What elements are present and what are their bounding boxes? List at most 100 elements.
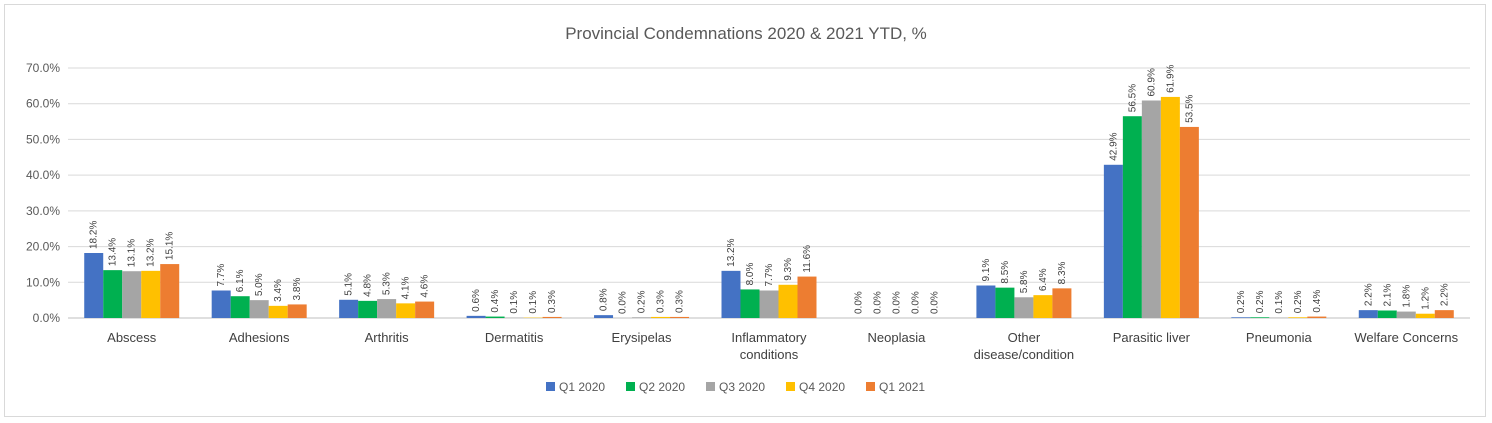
data-label: 8.3% [1057, 261, 1068, 284]
x-tick-label: Adhesions [229, 330, 290, 345]
x-tick-label: Neoplasia [868, 330, 927, 345]
data-label: 6.1% [235, 269, 246, 292]
bar [740, 289, 760, 318]
bar [122, 271, 142, 318]
data-label: 4.8% [363, 274, 374, 297]
x-tick-label-line: Parasitic liver [1113, 330, 1191, 345]
data-label: 0.8% [599, 288, 610, 311]
bar [1141, 100, 1161, 318]
legend-label: Q3 2020 [719, 380, 765, 394]
data-label: 0.3% [547, 290, 558, 313]
data-label: 0.1% [1274, 291, 1285, 314]
bar [778, 284, 798, 318]
legend-swatch [626, 382, 635, 391]
data-label: 0.0% [853, 291, 864, 314]
chart-title: Provincial Condemnations 2020 & 2021 YTD… [565, 24, 927, 43]
data-label: 61.9% [1165, 64, 1176, 92]
x-tick-label-line: Arthritis [365, 330, 410, 345]
bar [377, 299, 397, 318]
data-label: 7.7% [764, 264, 775, 287]
data-label: 0.4% [1312, 290, 1323, 313]
bar [1377, 310, 1397, 318]
data-label: 13.2% [726, 238, 737, 266]
data-label: 0.0% [891, 291, 902, 314]
data-label: 42.9% [1108, 132, 1119, 160]
legend-item: Q4 2020 [786, 380, 845, 394]
data-label: 9.1% [981, 259, 992, 282]
legend-label: Q1 2021 [879, 380, 925, 394]
y-tick-label: 0.0% [33, 311, 61, 325]
x-tick-label: Parasitic liver [1113, 330, 1191, 345]
bar [651, 316, 671, 318]
data-label: 0.3% [656, 290, 667, 313]
x-tick-label: Arthritis [365, 330, 410, 345]
bar [230, 296, 250, 318]
bar [103, 270, 123, 318]
data-label: 5.0% [254, 273, 265, 296]
bar [1014, 297, 1034, 318]
data-label: 7.7% [216, 264, 227, 287]
bar [759, 290, 779, 318]
bar [358, 300, 378, 318]
bar [485, 316, 505, 318]
x-tick-label-line: Dermatitis [485, 330, 544, 345]
gridlines [68, 67, 1470, 319]
y-tick-label: 50.0% [26, 132, 60, 146]
bar [1231, 317, 1251, 318]
x-tick-label: Erysipelas [612, 330, 672, 345]
bar [1250, 317, 1270, 318]
x-tick-label: Pneumonia [1246, 330, 1313, 345]
data-label: 56.5% [1127, 84, 1138, 112]
data-label: 11.6% [802, 245, 813, 273]
data-label: 0.2% [1293, 290, 1304, 313]
x-tick-label: Inflammatory conditions [731, 330, 807, 362]
data-label: 5.1% [344, 273, 355, 296]
x-tick-label: Dermatitis [485, 330, 544, 345]
bar [1415, 313, 1435, 318]
bar [339, 299, 359, 318]
legend: Q1 2020 Q2 2020 Q3 2020 Q4 2020 Q1 2021 [546, 380, 925, 394]
data-label: 5.3% [382, 272, 393, 295]
bar [160, 264, 180, 318]
x-tick-label: Abscess [107, 330, 157, 345]
data-label: 0.2% [1255, 290, 1266, 313]
data-label: 0.0% [929, 291, 940, 314]
data-label: 1.2% [1420, 287, 1431, 310]
data-label: 6.4% [1038, 268, 1049, 291]
y-tick-label: 30.0% [26, 204, 60, 218]
bar [1288, 317, 1308, 318]
bar [594, 315, 614, 318]
data-label: 0.2% [637, 290, 648, 313]
x-tick-label-line: conditions [740, 347, 799, 362]
data-labels: 18.2% 13.4% 13.1% 13.2% 15.1% 7.7% 6.1% 5.0% 3.4… [89, 64, 1451, 314]
data-label: 2.2% [1439, 283, 1450, 306]
legend-label: Q1 2020 [559, 380, 605, 394]
legend-item: Q3 2020 [706, 380, 765, 394]
data-label: 2.2% [1363, 283, 1374, 306]
bar [287, 304, 307, 318]
x-tick-label-line: Other [1008, 330, 1041, 345]
legend-label: Q2 2020 [639, 380, 685, 394]
legend-swatch [706, 382, 715, 391]
bar [268, 305, 288, 318]
bar [976, 285, 996, 318]
x-tick-label-line: Adhesions [229, 330, 290, 345]
data-label: 0.1% [509, 291, 520, 314]
x-tick-label-line: Welfare Concerns [1354, 330, 1458, 345]
bar [797, 276, 817, 318]
legend-item: Q1 2021 [866, 380, 925, 394]
data-label: 4.1% [401, 276, 412, 299]
bar-chart: Provincial Condemnations 2020 & 2021 YTD… [26, 24, 1470, 394]
data-label: 18.2% [89, 221, 100, 249]
data-label: 13.4% [108, 238, 119, 266]
bar [1358, 310, 1378, 318]
bar [995, 287, 1015, 318]
data-label: 8.0% [745, 263, 756, 286]
x-tick-label-line: Neoplasia [868, 330, 927, 345]
bar [1103, 164, 1123, 318]
y-tick-label: 60.0% [26, 97, 60, 111]
chart-frame: Provincial Condemnations 2020 & 2021 YTD… [4, 4, 1486, 417]
legend-label: Q4 2020 [799, 380, 845, 394]
data-label: 0.1% [528, 291, 539, 314]
bar [1307, 316, 1327, 318]
